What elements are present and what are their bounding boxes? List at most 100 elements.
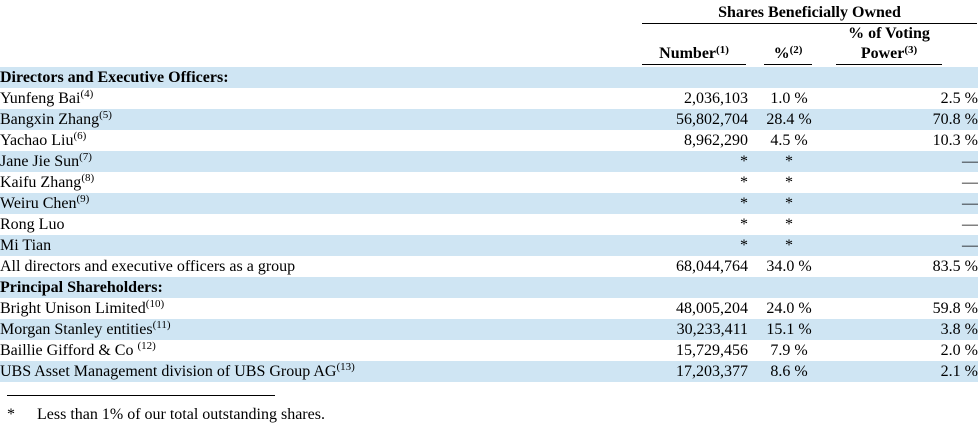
holder-footnote-ref: (12) — [137, 340, 156, 352]
holder-name-cell: Yachao Liu(6) — [0, 130, 642, 151]
holder-name: Mi Tian — [0, 237, 52, 254]
holder-name: Yunfeng Bai — [0, 90, 81, 107]
voting-power-cell: 70.8 % — [830, 109, 978, 130]
holder-name-cell: Yunfeng Bai(4) — [0, 88, 642, 109]
holder-name: Weiru Chen — [0, 195, 77, 212]
voting-power-cell: 83.5 % — [932, 258, 978, 275]
voting-power-cell: — — [962, 216, 978, 233]
share-percent-cell: * — [785, 174, 793, 191]
voting-power-cell: 2.0 % — [940, 342, 978, 359]
share-percent-cell: 7.9 % — [770, 342, 808, 359]
section-header-row: Principal Shareholders: — [0, 277, 978, 298]
holder-footnote-ref: (11) — [152, 319, 171, 331]
holder-name-cell: Rong Luo — [0, 214, 642, 235]
share-number-cell: 17,203,377 — [642, 361, 748, 382]
voting-power-cell: 10.3 % — [932, 132, 978, 149]
voting-header-note: (3) — [904, 44, 918, 56]
voting-header-label: Power — [860, 45, 905, 62]
voting-power-cell: 2.1 % — [830, 361, 978, 382]
table-row: Baillie Gifford & Co (12) 15,729,456 7.9 %… — [0, 340, 978, 361]
footnote: * Less than 1% of our total outstanding s… — [7, 405, 325, 425]
table-row: Kaifu Zhang(8) * * — — [0, 172, 978, 193]
holder-footnote-ref: (6) — [73, 130, 87, 142]
share-number-cell: 48,005,204 — [676, 300, 748, 317]
table-row: Yachao Liu(6) 8,962,290 4.5 % 10.3 % — [0, 130, 978, 151]
voting-column-header-line2: Power(3) — [836, 44, 942, 65]
holder-name-cell: Directors and Executive Officers: — [0, 67, 642, 88]
holder-name: Rong Luo — [0, 216, 65, 233]
voting-power-cell — [830, 277, 978, 298]
table-row: Mi Tian * * — — [0, 235, 978, 256]
holder-name: Bright Unison Limited — [0, 300, 146, 317]
share-number-cell: 15,729,456 — [676, 342, 748, 359]
share-number-cell: 68,044,764 — [676, 258, 748, 275]
holder-name: Jane Jie Sun — [0, 153, 80, 170]
section-header-row: Directors and Executive Officers: — [0, 67, 978, 88]
table-row: Jane Jie Sun(7) * * — — [0, 151, 978, 172]
ownership-table: Directors and Executive Officers: Yunfeng… — [0, 67, 978, 382]
footnote-text: Less than 1% of our total outstanding sh… — [37, 406, 325, 423]
share-number-cell: 2,036,103 — [684, 90, 748, 107]
table-row: Rong Luo * * — — [0, 214, 978, 235]
holder-name-cell: Jane Jie Sun(7) — [0, 151, 642, 172]
share-number-cell: * — [642, 193, 748, 214]
percent-header-label: % — [773, 45, 790, 62]
table-row: All directors and executive officers as … — [0, 256, 978, 277]
voting-power-cell: — — [830, 235, 978, 256]
share-number-cell: * — [740, 216, 748, 233]
holder-footnote-ref: (4) — [80, 88, 94, 100]
holder-name-cell: Principal Shareholders: — [0, 277, 642, 298]
share-percent-cell: 4.5 % — [770, 132, 808, 149]
share-number-cell: 8,962,290 — [684, 132, 748, 149]
share-number-cell — [642, 277, 748, 298]
voting-column-header-line1: % of Voting — [848, 25, 930, 42]
shares-beneficially-owned-header: Shares Beneficially Owned — [642, 3, 977, 24]
holder-name: Baillie Gifford & Co — [0, 342, 138, 359]
share-percent-cell: 15.1 % — [748, 319, 830, 340]
percent-header-note: (2) — [789, 44, 803, 56]
share-percent-cell: * — [785, 216, 793, 233]
holder-name-cell: Bangxin Zhang(5) — [0, 109, 642, 130]
holder-footnote-ref: (9) — [76, 193, 90, 205]
holder-name-cell: UBS Asset Management division of UBS Gro… — [0, 361, 642, 382]
share-percent-cell: 28.4 % — [748, 109, 830, 130]
number-column-header: Number(1) — [642, 44, 746, 65]
holder-footnote-ref: (7) — [79, 151, 92, 163]
ownership-table-body: Directors and Executive Officers: Yunfeng… — [0, 67, 978, 382]
share-number-cell: 30,233,411 — [642, 319, 748, 340]
holder-name-cell: Baillie Gifford & Co (12) — [0, 340, 642, 361]
share-percent-cell: 24.0 % — [766, 300, 812, 317]
number-header-note: (1) — [716, 44, 729, 56]
holder-name-cell: Weiru Chen(9) — [0, 193, 642, 214]
holder-name-cell: All directors and executive officers as … — [0, 256, 642, 277]
share-percent-cell: 34.0 % — [766, 258, 812, 275]
holder-name: Morgan Stanley entities — [0, 321, 153, 338]
holder-name-cell: Mi Tian — [0, 235, 642, 256]
holder-footnote-ref: (8) — [81, 172, 95, 184]
voting-power-cell: 59.8 % — [932, 300, 978, 317]
share-percent-cell — [748, 277, 830, 298]
table-row: Bangxin Zhang(5) 56,802,704 28.4 % 70.8 % — [0, 109, 978, 130]
share-number-cell: * — [740, 174, 748, 191]
share-number-cell: 56,802,704 — [642, 109, 748, 130]
share-percent-cell: * — [748, 193, 830, 214]
holder-name-cell: Kaifu Zhang(8) — [0, 172, 642, 193]
holder-footnote-ref: (5) — [99, 109, 112, 121]
share-percent-cell: 8.6 % — [748, 361, 830, 382]
footnote-marker: * — [7, 406, 15, 423]
share-percent-cell — [748, 67, 830, 88]
voting-power-cell — [830, 67, 978, 88]
percent-column-header: %(2) — [764, 44, 812, 65]
number-header-label: Number — [659, 45, 717, 62]
share-number-cell — [642, 67, 748, 88]
holder-footnote-ref: (13) — [336, 361, 355, 373]
table-row: Bright Unison Limited(10) 48,005,204 24.0 … — [0, 298, 978, 319]
share-percent-cell: * — [748, 235, 830, 256]
table-row: Weiru Chen(9) * * — — [0, 193, 978, 214]
share-number-cell: * — [642, 151, 748, 172]
holder-name: All directors and executive officers as … — [0, 258, 296, 275]
voting-power-cell: 3.8 % — [830, 319, 978, 340]
holder-name: UBS Asset Management division of UBS Gro… — [0, 363, 337, 380]
holder-name: Bangxin Zhang — [0, 111, 100, 128]
table-row: Morgan Stanley entities(11) 30,233,411 15.… — [0, 319, 978, 340]
